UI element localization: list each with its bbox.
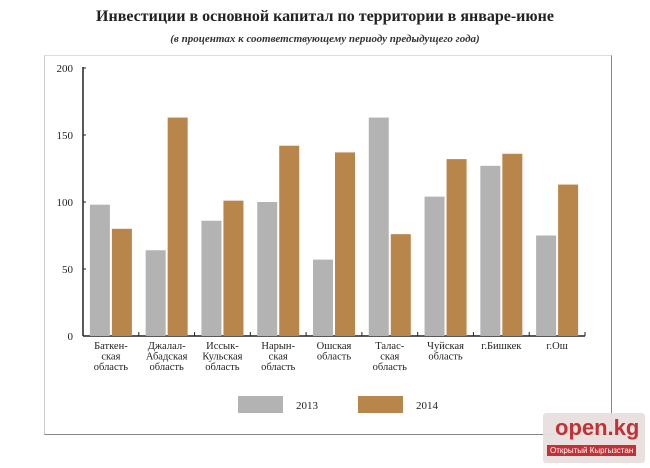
legend-label: 2013 <box>296 400 319 412</box>
x-tick-label: Ошская <box>317 341 352 352</box>
x-tick-label: область <box>428 352 462 363</box>
x-tick-label: область <box>261 362 295 373</box>
watermark-logo-text: open.kg <box>555 415 640 440</box>
x-tick-label: область <box>205 362 239 373</box>
watermark-tagline: Открытый Кыргызстан <box>547 445 637 456</box>
x-tick-label: Иссык- <box>206 341 239 352</box>
bar-2013 <box>480 165 501 336</box>
bar-2013 <box>201 220 222 336</box>
x-tick-label: область <box>317 352 351 363</box>
x-tick-label: Чуйская <box>427 341 464 352</box>
chart-subtitle: (в процентах к соответствующему периоду … <box>170 33 480 45</box>
x-tick-label: ская <box>380 352 399 363</box>
bar-2014 <box>111 228 132 336</box>
bar-2014 <box>558 184 579 336</box>
bar-2013 <box>89 204 110 336</box>
bar-2014 <box>223 200 244 336</box>
bar-2014 <box>390 234 411 336</box>
x-tick-label: ская <box>101 352 120 363</box>
y-tick-label: 0 <box>68 331 74 343</box>
watermark-logo: open.kg Открытый Кыргызстан <box>543 413 645 463</box>
y-tick-label: 150 <box>57 130 74 142</box>
bar-2013 <box>536 235 557 336</box>
x-tick-label: область <box>373 362 407 373</box>
bar-2014 <box>335 152 355 336</box>
bar-2013 <box>368 117 389 336</box>
bar-2013 <box>257 202 278 336</box>
x-tick-label: г.Бишкек <box>481 341 522 352</box>
chart-frame <box>44 55 612 435</box>
legend-swatch-2013 <box>238 396 283 413</box>
x-tick-label: Джалал- <box>148 341 186 352</box>
bar-2013 <box>145 250 166 336</box>
bar-2014 <box>279 145 300 336</box>
bar-2013 <box>313 259 333 336</box>
legend-label: 2014 <box>416 400 439 412</box>
x-tick-label: ская <box>269 352 288 363</box>
bar-2013 <box>424 196 445 336</box>
y-tick-label: 200 <box>57 63 74 75</box>
x-tick-label: область <box>150 362 184 373</box>
y-tick-label: 100 <box>57 197 74 209</box>
bar-2014 <box>502 153 523 336</box>
x-tick-label: область <box>94 362 128 373</box>
y-tick-label: 50 <box>62 264 74 276</box>
x-tick-label: Нарын- <box>261 341 295 352</box>
x-tick-label: г.Ош <box>546 341 567 352</box>
legend-swatch-2014 <box>358 396 403 413</box>
x-tick-label: Кульская <box>202 352 242 363</box>
x-tick-label: Талас- <box>375 341 404 352</box>
x-tick-label: Абадская <box>146 352 188 363</box>
bar-2014 <box>167 117 188 336</box>
chart-title: Инвестиции в основной капитал по террито… <box>96 8 554 25</box>
bar-2014 <box>446 159 467 336</box>
x-tick-label: Баткен- <box>94 341 128 352</box>
